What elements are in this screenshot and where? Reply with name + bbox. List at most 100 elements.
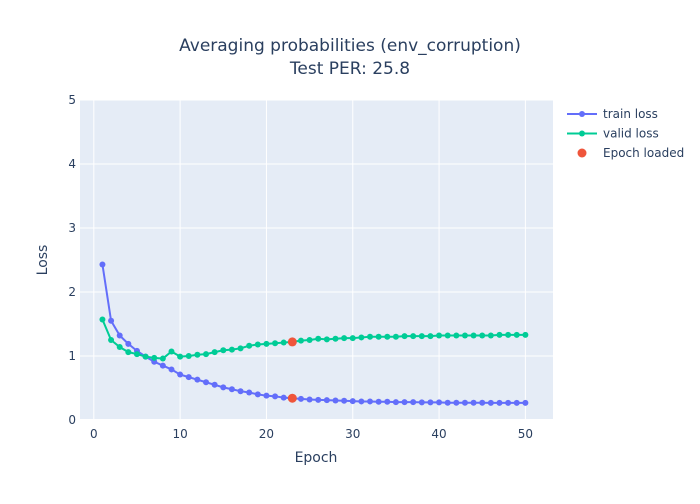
data-point[interactable] (297, 395, 304, 402)
data-point[interactable] (211, 381, 218, 388)
data-point[interactable] (246, 389, 253, 396)
data-point[interactable] (358, 334, 365, 341)
data-point[interactable] (341, 335, 348, 342)
data-point[interactable] (453, 399, 460, 406)
data-point[interactable] (418, 399, 425, 406)
data-point[interactable] (177, 371, 184, 378)
data-point[interactable] (418, 333, 425, 340)
data-point[interactable] (505, 399, 512, 406)
data-point[interactable] (401, 399, 408, 406)
data-point[interactable] (272, 393, 279, 400)
data-point[interactable] (522, 331, 529, 338)
data-point[interactable] (306, 337, 313, 343)
data-point[interactable] (436, 399, 443, 406)
data-point[interactable] (479, 399, 486, 406)
data-point[interactable] (461, 332, 468, 339)
data-point[interactable] (496, 331, 503, 338)
data-point[interactable] (297, 337, 304, 344)
data-point[interactable] (505, 331, 512, 338)
data-point[interactable] (99, 316, 106, 323)
data-point[interactable] (194, 351, 201, 358)
data-point[interactable] (116, 332, 123, 339)
data-point[interactable] (341, 397, 348, 404)
data-point[interactable] (287, 337, 297, 347)
data-point[interactable] (479, 332, 486, 339)
data-point[interactable] (194, 376, 201, 383)
data-point[interactable] (263, 340, 270, 347)
data-point[interactable] (470, 399, 477, 406)
data-point[interactable] (168, 366, 175, 373)
data-point[interactable] (220, 347, 227, 354)
data-point[interactable] (496, 399, 503, 406)
data-point[interactable] (228, 386, 235, 393)
data-point[interactable] (99, 261, 106, 268)
data-point[interactable] (237, 388, 244, 395)
data-point[interactable] (125, 349, 132, 356)
data-point[interactable] (133, 351, 140, 358)
data-point[interactable] (151, 354, 158, 361)
data-point[interactable] (522, 399, 529, 406)
data-point[interactable] (410, 333, 417, 340)
data-point[interactable] (487, 399, 494, 406)
data-point[interactable] (461, 399, 468, 406)
data-point[interactable] (246, 342, 253, 349)
data-point[interactable] (203, 351, 210, 358)
legend-item[interactable]: valid loss (567, 127, 659, 141)
data-point[interactable] (116, 344, 123, 351)
data-point[interactable] (410, 399, 417, 406)
data-point[interactable] (332, 335, 339, 342)
data-point[interactable] (280, 339, 287, 346)
data-point[interactable] (401, 333, 408, 340)
data-point[interactable] (367, 333, 374, 340)
data-point[interactable] (185, 353, 192, 359)
data-point[interactable] (263, 392, 270, 399)
data-point[interactable] (159, 362, 166, 369)
data-point[interactable] (323, 397, 330, 404)
data-point[interactable] (332, 397, 339, 404)
data-point[interactable] (125, 340, 132, 347)
data-point[interactable] (444, 399, 451, 406)
legend-item[interactable]: Epoch loaded (577, 146, 685, 160)
data-point[interactable] (108, 317, 115, 324)
data-point[interactable] (168, 348, 175, 355)
data-point[interactable] (315, 396, 322, 403)
data-point[interactable] (220, 384, 227, 391)
legend-item[interactable]: train loss (567, 107, 658, 121)
data-point[interactable] (349, 335, 356, 342)
data-point[interactable] (203, 379, 210, 386)
data-point[interactable] (306, 396, 313, 403)
data-point[interactable] (487, 332, 494, 339)
data-point[interactable] (237, 345, 244, 352)
data-point[interactable] (384, 398, 391, 405)
data-point[interactable] (159, 355, 166, 362)
data-point[interactable] (280, 394, 287, 401)
data-point[interactable] (177, 353, 184, 360)
data-point[interactable] (453, 332, 460, 339)
data-point[interactable] (254, 391, 261, 398)
data-point[interactable] (185, 374, 192, 381)
data-point[interactable] (427, 399, 434, 406)
data-point[interactable] (142, 353, 149, 360)
data-point[interactable] (254, 341, 261, 348)
data-point[interactable] (375, 398, 382, 405)
data-point[interactable] (349, 398, 356, 405)
data-point[interactable] (315, 335, 322, 342)
data-point[interactable] (427, 333, 434, 340)
data-point[interactable] (272, 340, 279, 347)
data-point[interactable] (392, 333, 399, 340)
data-point[interactable] (513, 399, 520, 406)
data-point[interactable] (513, 331, 520, 338)
data-point[interactable] (470, 332, 477, 339)
data-point[interactable] (436, 332, 443, 339)
data-point[interactable] (384, 333, 391, 340)
data-point[interactable] (323, 336, 330, 343)
data-point[interactable] (392, 399, 399, 406)
data-point[interactable] (211, 349, 218, 356)
data-point[interactable] (228, 346, 235, 353)
data-point[interactable] (108, 337, 115, 343)
data-point[interactable] (444, 332, 451, 339)
data-point[interactable] (287, 393, 297, 403)
data-point[interactable] (367, 398, 374, 405)
data-point[interactable] (375, 333, 382, 340)
data-point[interactable] (358, 398, 365, 405)
